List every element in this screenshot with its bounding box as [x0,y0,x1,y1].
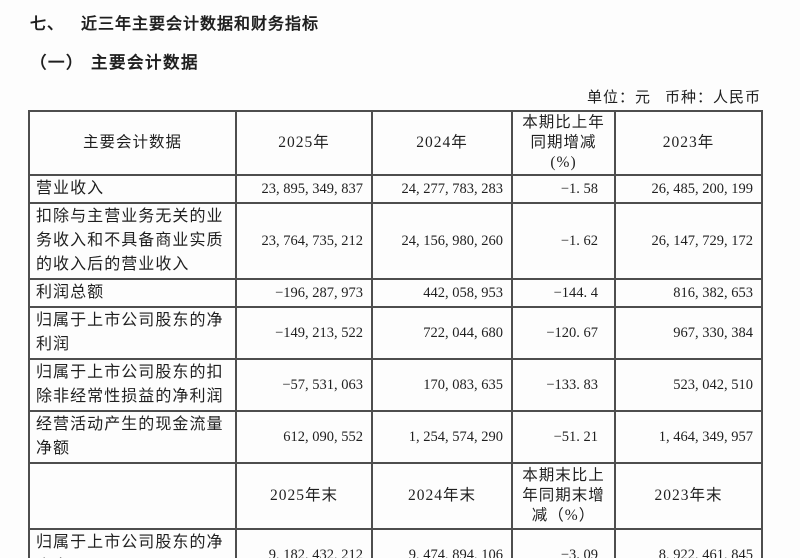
table-header-period-end: 2025年末 2024年末 本期末比上 年同期末增 减（%） 2023年末 [28,462,763,530]
header-2024-end: 2024年末 [371,462,513,530]
value-2023: 816, 382, 653 [614,278,763,308]
subsection-number: （一） [30,53,84,72]
header-metric-blank [28,462,237,530]
section-heading: 七、 近三年主要会计数据和财务指标 [30,10,761,34]
header-change-end-pct: 本期末比上 年同期末增 减（%） [511,462,616,530]
table-row: 归属于上市公司股东的扣除非经常性损益的净利润 −57, 531, 063 170… [28,358,763,412]
row-label: 归属于上市公司股东的净资产 [28,528,237,558]
table-row: 归属于上市公司股东的净资产 9, 182, 432, 212 9, 474, 8… [28,528,763,558]
subsection-heading: （一） 主要会计数据 [30,49,761,73]
table-header-annual: 主要会计数据 2025年 2024年 本期比上年 同期增减 (%) 2023年 [28,110,763,176]
value-change: −144. 4 [511,278,616,308]
currency-label: 币种： [664,90,713,106]
value-2023: 523, 042, 510 [614,358,763,412]
row-label: 营业收入 [28,174,237,204]
row-label: 扣除与主营业务无关的业务收入和不具备商业实质的收入后的营业收入 [28,202,237,280]
row-label: 利润总额 [28,278,237,308]
value-2025: −57, 531, 063 [235,358,373,412]
value-2025: −149, 213, 522 [235,306,373,360]
value-change: −120. 67 [511,306,616,360]
row-label: 归属于上市公司股东的扣除非经常性损益的净利润 [28,358,237,412]
currency-value: 人民币 [712,90,761,106]
value-2024: 9, 474, 894, 106 [371,528,513,558]
value-change: −133. 83 [511,358,616,412]
value-2025: 612, 090, 552 [235,410,373,464]
table-row: 归属于上市公司股东的净利润 −149, 213, 522 722, 044, 6… [28,306,763,360]
value-2025: 23, 895, 349, 837 [235,174,373,204]
value-2024: 24, 156, 980, 260 [371,202,513,280]
row-label: 经营活动产生的现金流量净额 [28,410,237,464]
value-change: −3. 09 [511,528,616,558]
value-2023: 26, 147, 729, 172 [614,202,763,280]
value-change: −51. 21 [511,410,616,464]
value-2023: 967, 330, 384 [614,306,763,360]
value-2023: 26, 485, 200, 199 [614,174,763,204]
table-row: 营业收入 23, 895, 349, 837 24, 277, 783, 283… [28,174,763,204]
header-change-pct: 本期比上年 同期增减 (%) [511,110,616,176]
document-page: 七、 近三年主要会计数据和财务指标 （一） 主要会计数据 单位：元 币种：人民币 主要… [28,10,763,558]
unit-currency-note: 单位：元 币种：人民币 [28,86,761,107]
header-2023: 2023年 [614,110,763,176]
value-2024: 24, 277, 783, 283 [371,174,513,204]
value-2024: 722, 044, 680 [371,306,513,360]
value-2023: 1, 464, 349, 957 [614,410,763,464]
section-number: 七、 [30,16,65,33]
value-change: −1. 62 [511,202,616,280]
header-2024: 2024年 [371,110,513,176]
unit-label: 单位： [586,90,635,106]
value-2025: 23, 764, 735, 212 [235,202,373,280]
header-metric: 主要会计数据 [28,110,237,176]
header-2025: 2025年 [235,110,373,176]
row-label: 归属于上市公司股东的净利润 [28,306,237,360]
subsection-title-text: 主要会计数据 [91,53,199,72]
accounting-data-table: 主要会计数据 2025年 2024年 本期比上年 同期增减 (%) 2023年 … [28,110,763,558]
section-title-text: 近三年主要会计数据和财务指标 [81,16,320,33]
unit-value: 元 [634,90,651,106]
value-2025: 9, 182, 432, 212 [235,528,373,558]
value-2025: −196, 287, 973 [235,278,373,308]
table-row: 经营活动产生的现金流量净额 612, 090, 552 1, 254, 574,… [28,410,763,464]
value-2024: 170, 083, 635 [371,358,513,412]
value-change: −1. 58 [511,174,616,204]
header-2025-end: 2025年末 [235,462,373,530]
table-row: 利润总额 −196, 287, 973 442, 058, 953 −144. … [28,278,763,308]
value-2024: 442, 058, 953 [371,278,513,308]
header-2023-end: 2023年末 [614,462,763,530]
table-row: 扣除与主营业务无关的业务收入和不具备商业实质的收入后的营业收入 23, 764,… [28,202,763,280]
value-2023: 8, 922, 461, 845 [614,528,763,558]
value-2024: 1, 254, 574, 290 [371,410,513,464]
